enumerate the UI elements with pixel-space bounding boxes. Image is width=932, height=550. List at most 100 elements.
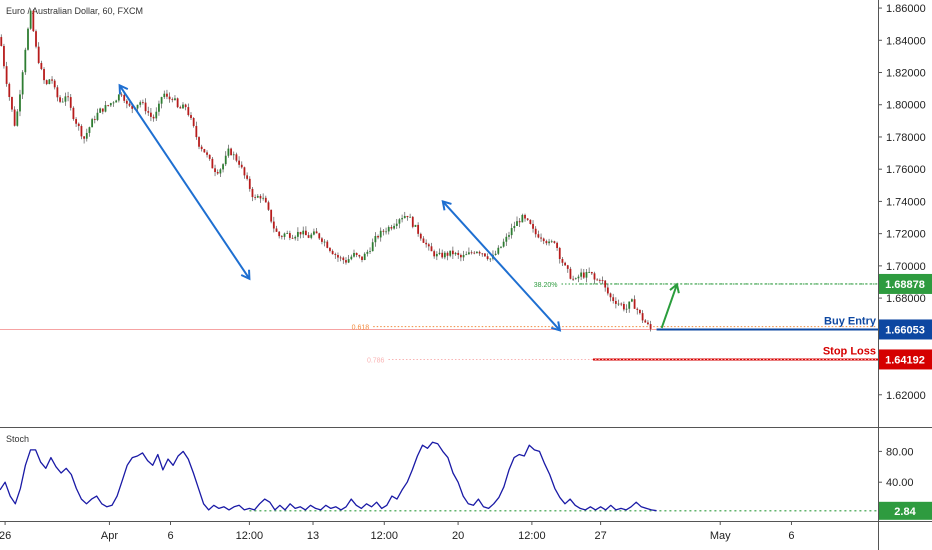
candle-body [427, 244, 430, 247]
trend-arrows [118, 83, 680, 332]
candle-body [24, 49, 27, 73]
stoch-tick-label: 40.00 [886, 477, 914, 489]
candle-body [51, 79, 53, 81]
candle-body [449, 250, 452, 256]
candle-body [0, 37, 3, 46]
candle-body [636, 308, 639, 310]
candle-body [267, 202, 270, 210]
candle-body [606, 287, 609, 294]
candle-body [497, 247, 500, 254]
candle-body [152, 116, 155, 119]
candle-body [639, 309, 641, 314]
candle-body [612, 297, 615, 301]
trend-arrow-line [660, 284, 678, 329]
candle-body [350, 256, 353, 260]
candle-body [248, 178, 251, 189]
candle-body [125, 100, 128, 104]
candle-body [222, 164, 224, 170]
candle-body [505, 236, 508, 242]
candle-body [67, 96, 69, 98]
candle-body [390, 227, 393, 229]
candle-body [37, 46, 40, 63]
candle-body [334, 254, 337, 256]
candle-body [620, 303, 623, 305]
candle-body [540, 237, 542, 239]
candle-body [278, 231, 281, 237]
time-tick-label: 20 [452, 530, 464, 542]
candle-body [286, 233, 289, 234]
candle-body [211, 158, 214, 169]
candle-body [166, 93, 168, 97]
candle-body [574, 278, 577, 280]
candle-body [347, 259, 350, 263]
candle-body [644, 320, 647, 323]
stoch-value-text: 2.84 [894, 506, 916, 518]
candle-body [550, 241, 553, 243]
candle-body [462, 254, 465, 258]
candle-body [590, 271, 593, 274]
candle-body [510, 228, 513, 236]
candle-body [302, 230, 305, 235]
candle-body [232, 154, 235, 156]
candle-body [163, 93, 166, 98]
candle-body [443, 252, 446, 258]
candle-body [109, 103, 112, 106]
candle-body [486, 256, 489, 260]
candle-body [395, 223, 398, 226]
candle-body [5, 66, 8, 84]
candle-body [208, 154, 211, 159]
time-tick-label: 13 [307, 530, 319, 542]
candle-body [345, 260, 347, 263]
candle-body [564, 262, 567, 266]
candle-body [526, 218, 529, 220]
candle-body [53, 80, 56, 88]
candle-body [101, 108, 104, 112]
candle-body [406, 215, 409, 218]
candle-body [88, 127, 91, 133]
candle-body [69, 97, 72, 108]
candle-body [216, 171, 219, 174]
candle-body [454, 252, 457, 255]
candle-body [545, 241, 548, 244]
candle-body [358, 254, 361, 257]
candle-body [93, 119, 96, 120]
candle-body [198, 137, 200, 147]
candle-body [401, 218, 403, 220]
candle-body [534, 228, 537, 235]
candle-body [91, 119, 94, 128]
candle-body [548, 241, 550, 244]
candle-body [625, 308, 628, 310]
candle-body [61, 101, 64, 103]
candle-body [48, 79, 51, 85]
price-tick-label: 1.72000 [886, 229, 926, 241]
candle-body [141, 102, 144, 104]
candle-body [291, 237, 294, 239]
candle-body [500, 246, 502, 248]
candle-body [283, 233, 286, 237]
candle-body [337, 255, 339, 258]
candle-body [321, 238, 323, 242]
level-label-buy: Buy Entry [824, 315, 877, 327]
candle-body [572, 278, 575, 280]
candle-body [200, 146, 203, 150]
candle-body [192, 118, 195, 126]
price-tag-target [879, 273, 932, 294]
candle-body [569, 268, 572, 279]
candle-body [537, 234, 540, 238]
candle-body [353, 252, 355, 257]
candle-body [96, 112, 99, 120]
candle-body [393, 225, 395, 229]
candle-body [476, 251, 478, 254]
time-tick-label: 12:00 [518, 530, 546, 542]
candle-body [598, 279, 601, 281]
candle-body [179, 107, 182, 109]
price-tick-label: 1.70000 [886, 261, 926, 273]
candle-body [310, 234, 313, 238]
price-tick-label: 1.84000 [886, 35, 926, 47]
candle-body [187, 107, 190, 116]
candle-body [459, 254, 462, 258]
candle-body [524, 214, 526, 219]
candle-body [622, 303, 625, 310]
candle-body [83, 136, 86, 139]
